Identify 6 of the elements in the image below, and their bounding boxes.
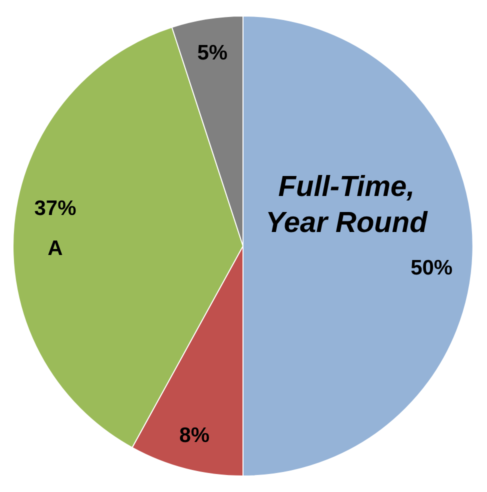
- data-label: 50%: [410, 256, 453, 280]
- data-label: 5%: [197, 41, 228, 64]
- slice-label: Full-Time, Year Round: [266, 171, 429, 239]
- data-label: 8%: [179, 424, 210, 447]
- data-label: 37%: [34, 196, 77, 220]
- slice-label: A: [48, 236, 63, 260]
